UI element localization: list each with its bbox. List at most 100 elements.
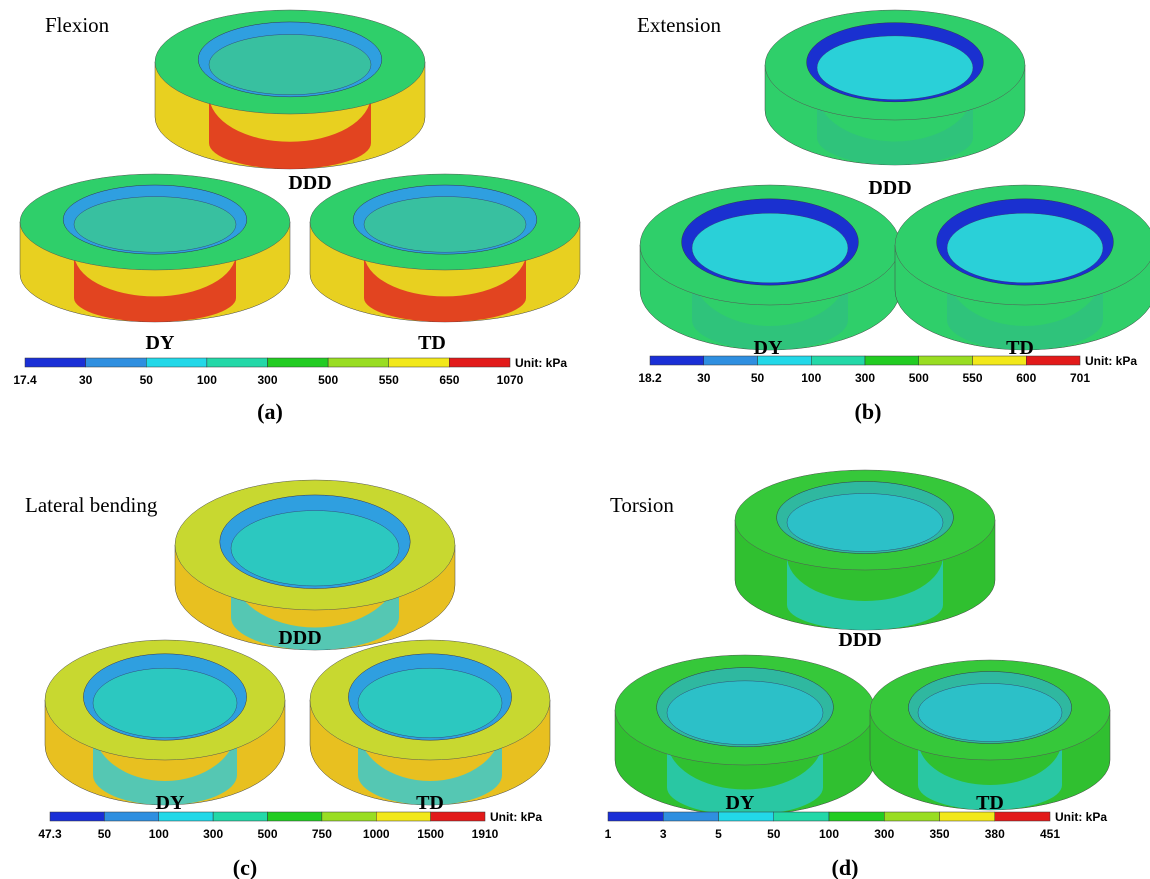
colorbar-segment	[207, 358, 268, 367]
disc-nucleus	[947, 213, 1103, 283]
colorbar-segment	[146, 358, 207, 367]
panel: Lateral bending DDD DY TD 47.3 50 100 300 500 750…	[25, 480, 550, 879]
colorbar-segment	[884, 812, 939, 821]
colorbar-tick-label: 550	[379, 373, 399, 387]
colorbar-segment	[663, 812, 718, 821]
colorbar-tick-label: 50	[98, 827, 112, 841]
colorbar-segment	[719, 812, 774, 821]
colorbar-segment	[268, 812, 322, 821]
colorbar-segment	[865, 356, 919, 365]
colorbar-unit: Unit: kPa	[1085, 354, 1137, 368]
colorbar-tick-label: 3	[660, 827, 667, 841]
colorbar-segment	[1026, 356, 1080, 365]
colorbar-segment	[104, 812, 158, 821]
colorbar-tick-label: 650	[439, 373, 459, 387]
colorbar-segment	[25, 358, 86, 367]
panel-caption: (c)	[233, 855, 257, 879]
colorbar-segment	[650, 356, 704, 365]
colorbar-segment	[774, 812, 829, 821]
colorbar-tick-label: 100	[197, 373, 217, 387]
colorbar-tick-label: 350	[929, 827, 949, 841]
disc-nucleus	[93, 668, 237, 738]
colorbar-tick-label: 500	[257, 827, 277, 841]
panel-title: Lateral bending	[25, 493, 158, 517]
colorbar-segment	[758, 356, 812, 365]
colorbar-tick-label: 100	[819, 827, 839, 841]
disc-label: TD	[416, 792, 444, 814]
disc-label: DDD	[278, 627, 321, 649]
disc-label: DY	[156, 792, 185, 814]
colorbar-tick-label: 300	[855, 371, 875, 385]
disc-label: TD	[418, 332, 446, 354]
colorbar-unit: Unit: kPa	[515, 356, 567, 370]
colorbar-tick-label: 30	[79, 373, 93, 387]
colorbar-tick-label: 1	[605, 827, 612, 841]
disc-nucleus	[692, 213, 848, 283]
disc-label: TD	[1006, 337, 1034, 359]
figure: FlexionDDDDYTD17.43050100300500550650107…	[0, 0, 1150, 879]
colorbar-tick-label: 30	[697, 371, 711, 385]
disc-nucleus	[364, 197, 526, 253]
disc-label: DDD	[838, 629, 881, 651]
colorbar-tick-label: 701	[1070, 371, 1090, 385]
disc-nucleus	[667, 681, 823, 745]
disc-nucleus	[918, 684, 1062, 742]
colorbar-segment	[159, 812, 213, 821]
disc-label: TD	[976, 792, 1004, 814]
panel-title: Flexion	[45, 13, 110, 37]
colorbar-segment	[328, 358, 389, 367]
colorbar-segment	[389, 358, 450, 367]
colorbar-segment	[213, 812, 267, 821]
colorbar-tick-label: 50	[767, 827, 781, 841]
colorbar-tick-label: 50	[140, 373, 154, 387]
colorbar-tick-label: 750	[312, 827, 332, 841]
colorbar-segment	[268, 358, 329, 367]
disc-label: DDD	[868, 177, 911, 199]
colorbar-unit: Unit: kPa	[1055, 810, 1107, 824]
panel-caption: (a)	[257, 399, 283, 424]
colorbar-tick-label: 1910	[472, 827, 499, 841]
disc-nucleus	[817, 36, 973, 100]
colorbar-segment	[322, 812, 376, 821]
colorbar-tick-label: 100	[149, 827, 169, 841]
colorbar-tick-label: 500	[318, 373, 338, 387]
colorbar-tick-label: 500	[909, 371, 929, 385]
colorbar-segment	[449, 358, 510, 367]
colorbar-segment	[431, 812, 485, 821]
colorbar-segment	[811, 356, 865, 365]
colorbar-tick-label: 380	[985, 827, 1005, 841]
panel-caption: (d)	[832, 855, 859, 879]
colorbar-segment	[995, 812, 1050, 821]
colorbar-tick-label: 17.4	[13, 373, 37, 387]
colorbar-tick-label: 600	[1016, 371, 1036, 385]
colorbar-segment	[86, 358, 147, 367]
disc-label: DY	[726, 792, 755, 814]
colorbar-tick-label: 47.3	[38, 827, 62, 841]
colorbar-tick-label: 1000	[363, 827, 390, 841]
colorbar-segment	[608, 812, 663, 821]
colorbar-tick-label: 1070	[497, 373, 524, 387]
disc-nucleus	[209, 34, 371, 94]
colorbar-tick-label: 1500	[417, 827, 444, 841]
panel-caption: (b)	[855, 399, 882, 424]
colorbar-segment	[50, 812, 104, 821]
disc-label: DDD	[288, 172, 331, 194]
colorbar-tick-label: 5	[715, 827, 722, 841]
colorbar-tick-label: 300	[203, 827, 223, 841]
colorbar-tick-label: 300	[874, 827, 894, 841]
colorbar-tick-label: 18.2	[638, 371, 662, 385]
colorbar-segment	[919, 356, 973, 365]
colorbar-tick-label: 451	[1040, 827, 1060, 841]
colorbar-tick-label: 100	[801, 371, 821, 385]
disc-label: DY	[146, 332, 175, 354]
disc-nucleus	[358, 668, 502, 738]
panel-title: Extension	[637, 13, 721, 37]
disc-label: DY	[754, 337, 783, 359]
colorbar-segment	[940, 812, 995, 821]
colorbar-segment	[376, 812, 430, 821]
disc-nucleus	[74, 197, 236, 253]
disc-nucleus	[231, 511, 399, 586]
